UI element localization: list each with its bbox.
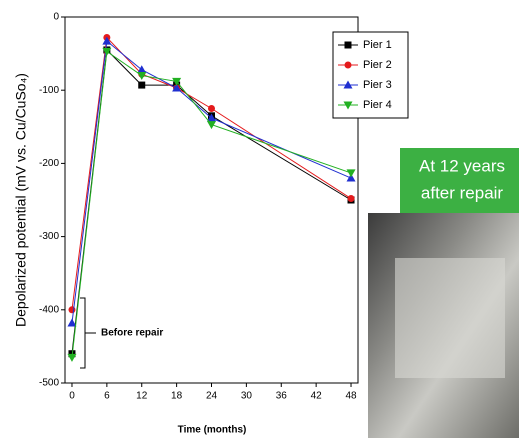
marker	[344, 41, 352, 49]
marker	[137, 65, 147, 74]
marker	[346, 169, 356, 178]
marker	[68, 306, 76, 314]
y-tick-label: -200	[39, 158, 59, 169]
y-tick-label: -300	[39, 231, 59, 242]
marker	[343, 80, 353, 89]
legend-label: Pier 1	[363, 39, 392, 51]
y-tick-label: 0	[53, 12, 59, 23]
marker	[208, 105, 215, 112]
annotation: Before repair	[101, 328, 163, 339]
legend-label: Pier 2	[363, 59, 392, 71]
marker	[344, 61, 352, 69]
y-tick-label: -400	[39, 304, 59, 315]
marker	[207, 113, 216, 122]
marker	[67, 318, 77, 327]
series-line	[71, 36, 352, 310]
marker	[137, 72, 147, 81]
series-line	[71, 50, 352, 358]
x-tick-label: 0	[69, 391, 75, 402]
annotation-bracket	[80, 297, 96, 369]
y-tick-label: -500	[39, 378, 59, 389]
y-tick-label: -100	[39, 85, 59, 96]
marker	[102, 47, 112, 56]
marker	[207, 121, 216, 130]
x-axis-label: Time (months)	[178, 425, 247, 436]
legend-label: Pier 3	[363, 79, 392, 91]
x-tick-label: 24	[206, 391, 218, 402]
marker	[67, 353, 77, 362]
series-line	[71, 48, 352, 354]
marker	[347, 195, 355, 203]
x-tick-label: 30	[241, 391, 253, 402]
x-tick-label: 6	[104, 391, 110, 402]
marker	[172, 83, 182, 92]
photo-detail	[395, 258, 505, 378]
marker	[102, 36, 112, 45]
inset-caption: after repair	[421, 183, 504, 202]
x-tick-label: 12	[136, 391, 148, 402]
inset-caption-box	[400, 148, 519, 213]
y-axis-label: Depolarized potential (mV vs. Cu/CuSo₄)	[13, 73, 29, 327]
x-tick-label: 42	[311, 391, 323, 402]
series-line	[71, 40, 352, 324]
legend-label: Pier 4	[363, 99, 392, 111]
x-tick-label: 36	[276, 391, 288, 402]
marker	[343, 101, 353, 110]
marker	[172, 77, 182, 86]
x-tick-label: 48	[345, 391, 357, 402]
x-tick-label: 18	[171, 391, 183, 402]
marker	[138, 81, 146, 89]
marker	[346, 173, 356, 182]
inset-caption: At 12 years	[419, 156, 505, 175]
